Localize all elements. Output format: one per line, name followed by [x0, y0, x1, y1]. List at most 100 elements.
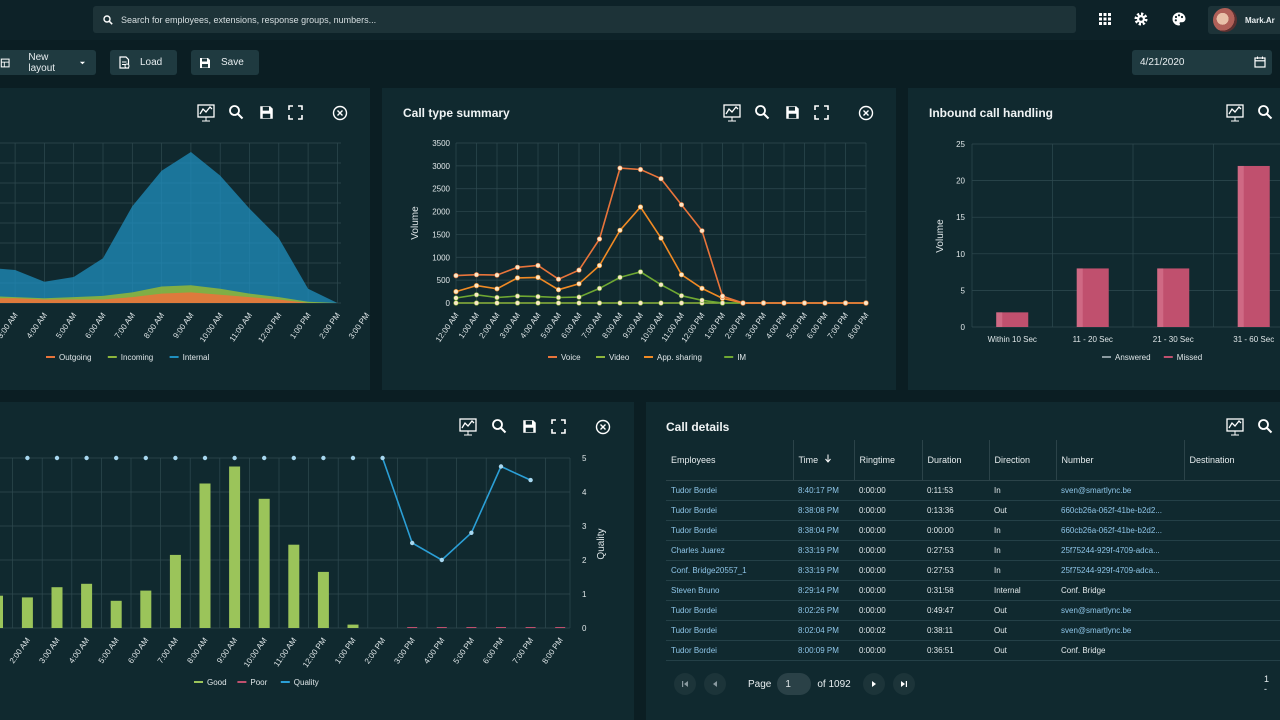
legend-label: Internal — [183, 353, 210, 362]
table-cell-employees[interactable]: Tudor Bordei — [666, 600, 793, 621]
save-icon[interactable] — [785, 105, 800, 120]
x-tick-label: 10:00 AM — [198, 311, 225, 344]
close-icon[interactable] — [858, 105, 874, 121]
table-cell-employees[interactable]: Tudor Bordei — [666, 480, 793, 501]
table-row[interactable]: Steven Bruno 8:29:14 PM 0:00:00 0:31:58 Inte… — [666, 580, 1280, 601]
table-cell-employees[interactable]: Tudor Bordei — [666, 640, 793, 661]
table-cell-time[interactable]: 8:40:17 PM — [793, 480, 854, 501]
table-cell-time[interactable]: 8:02:04 PM — [793, 620, 854, 641]
table-cell-number[interactable]: Conf. Bridge — [1056, 640, 1184, 661]
bar-good — [81, 583, 93, 628]
table-cell-employees[interactable]: Steven Bruno — [666, 580, 793, 601]
table-cell-time[interactable]: 8:33:19 PM — [793, 540, 854, 561]
table-cell-duration: 0:31:58 — [922, 580, 989, 601]
table-cell-number[interactable]: 25f75244-929f-4709-adca... — [1056, 540, 1184, 561]
data-point — [555, 294, 562, 301]
maximize-icon[interactable] — [814, 105, 829, 120]
search-input[interactable]: Search for employees, extensions, respon… — [93, 6, 1076, 33]
column-header-number[interactable]: Number — [1055, 440, 1184, 480]
data-point — [576, 300, 582, 306]
table-cell-employees[interactable]: Conf. Bridge20557_1 — [666, 560, 793, 581]
zoom-icon[interactable] — [491, 418, 507, 434]
data-point — [658, 235, 664, 241]
y-tick-label: 15 — [956, 213, 965, 222]
table-cell-employees[interactable]: Tudor Bordei — [666, 500, 793, 521]
table-row[interactable]: Tudor Bordei 8:00:09 PM 0:00:00 0:36:51 Out C… — [666, 640, 1280, 661]
table-cell-time[interactable]: 8:38:08 PM — [793, 500, 854, 521]
table-row[interactable]: Tudor Bordei 8:38:04 PM 0:00:00 0:00:00 In 66… — [666, 520, 1280, 541]
close-icon[interactable] — [332, 105, 348, 121]
table-cell-employees[interactable]: Tudor Bordei — [666, 620, 793, 641]
date-picker[interactable]: 4/21/2020 — [1132, 50, 1272, 75]
close-icon[interactable] — [595, 419, 611, 435]
chart-type-icon[interactable] — [458, 417, 478, 437]
bar-good — [288, 544, 300, 628]
column-header-destination[interactable]: Destination — [1183, 440, 1280, 480]
table-cell-time[interactable]: 8:00:09 PM — [793, 640, 854, 661]
legend-label: Outgoing — [59, 353, 91, 362]
data-point — [576, 267, 582, 273]
column-header-employees[interactable]: Employees — [671, 454, 716, 465]
table-cell-time[interactable]: 8:33:19 PM — [793, 560, 854, 581]
table-cell-time[interactable]: 8:29:14 PM — [793, 580, 854, 601]
save-icon[interactable] — [522, 419, 537, 434]
table-cell-number[interactable]: Conf. Bridge — [1056, 580, 1184, 601]
gear-icon[interactable] — [1133, 11, 1149, 27]
table-cell-number[interactable]: sven@smartlync.be — [1056, 620, 1184, 641]
maximize-icon[interactable] — [551, 419, 566, 434]
table-cell-number[interactable]: 25f75244-929f-4709-adca... — [1056, 560, 1184, 581]
load-button[interactable]: Load — [110, 50, 177, 75]
next-page-button[interactable] — [862, 673, 885, 695]
save-button[interactable]: Save — [191, 50, 259, 75]
zoom-icon[interactable] — [754, 104, 770, 120]
table-cell-direction: Out — [989, 600, 1056, 621]
page-input[interactable]: 1 — [777, 673, 812, 695]
table-cell-number[interactable]: 660cb26a-062f-41be-b2d2... — [1056, 500, 1184, 521]
chart-type-icon[interactable] — [196, 103, 216, 123]
zoom-icon[interactable] — [1257, 418, 1273, 434]
table-cell-ringtime: 0:00:00 — [854, 520, 922, 541]
chart-type-icon[interactable] — [722, 103, 742, 123]
column-header-direction[interactable]: Direction — [988, 440, 1056, 480]
table-row[interactable]: Charles Juarez 8:33:19 PM 0:00:00 0:27:53 In… — [666, 540, 1280, 561]
layout-dropdown[interactable]: New layout — [0, 50, 96, 75]
grid-icon[interactable] — [1097, 11, 1113, 27]
next-page-icon — [871, 681, 876, 687]
first-page-button[interactable] — [674, 673, 696, 695]
chart-type-icon[interactable] — [1225, 417, 1245, 437]
save-icon[interactable] — [259, 105, 274, 120]
x-tick-label: 31 - 60 Sec — [1233, 335, 1274, 344]
calendar-icon[interactable] — [1254, 56, 1266, 68]
maximize-icon[interactable] — [288, 105, 303, 120]
table-cell-time[interactable]: 8:38:04 PM — [793, 520, 854, 541]
table-row[interactable]: Tudor Bordei 8:40:17 PM 0:00:00 0:11:53 In sv… — [666, 480, 1280, 501]
table-cell-number[interactable]: sven@smartlync.be — [1056, 480, 1184, 501]
table-row[interactable]: Tudor Bordei 8:38:08 PM 0:00:00 0:13:36 Out 6… — [666, 500, 1280, 521]
table-cell-employees[interactable]: Charles Juarez — [666, 540, 793, 561]
table-row[interactable]: Tudor Bordei 8:02:04 PM 0:00:02 0:38:11 Out s… — [666, 620, 1280, 641]
call-details-rows: Tudor Bordei 8:40:17 PM 0:00:00 0:11:53 In sv… — [666, 480, 1280, 661]
table-cell-direction: In — [989, 540, 1056, 561]
bar-highlight — [1157, 268, 1164, 327]
table-cell-time[interactable]: 8:02:26 PM — [793, 600, 854, 621]
table-cell-number[interactable]: sven@smartlync.be — [1056, 600, 1184, 621]
zoom-icon[interactable] — [228, 104, 244, 120]
x-tick-label: 11:00 AM — [228, 311, 255, 344]
user-menu[interactable]: Mark.Ar — [1208, 6, 1280, 34]
table-cell-employees[interactable]: Tudor Bordei — [666, 520, 793, 541]
column-header-duration[interactable]: Duration — [921, 440, 989, 480]
x-tick-label: 6:00 PM — [481, 636, 506, 666]
column-header-time[interactable]: Time — [792, 440, 854, 480]
zoom-icon[interactable] — [1257, 104, 1273, 120]
table-row[interactable]: Tudor Bordei 8:02:26 PM 0:00:00 0:49:47 Out s… — [666, 600, 1280, 621]
line-series-quality — [381, 457, 531, 561]
column-header-ringtime[interactable]: Ringtime — [853, 440, 922, 480]
table-row[interactable]: Conf. Bridge20557_1 8:33:19 PM 0:00:00 0:27… — [666, 560, 1280, 581]
prev-page-button[interactable] — [704, 673, 726, 695]
last-page-button[interactable] — [892, 673, 915, 695]
chart-type-icon[interactable] — [1225, 103, 1245, 123]
x-tick-label: 6:00 AM — [126, 636, 150, 665]
data-point — [658, 300, 664, 306]
table-cell-number[interactable]: 660cb26a-062f-41be-b2d2... — [1056, 520, 1184, 541]
palette-icon[interactable] — [1171, 11, 1187, 27]
